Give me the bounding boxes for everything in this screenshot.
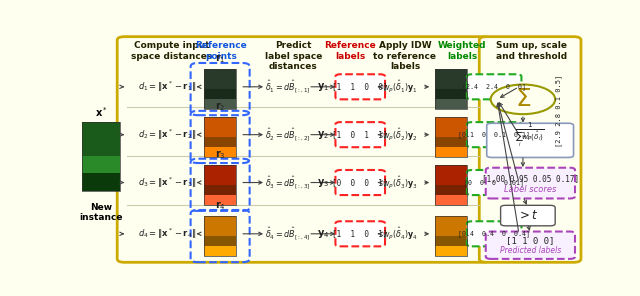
- Bar: [204, 165, 236, 205]
- FancyBboxPatch shape: [479, 37, 581, 262]
- Bar: [204, 69, 236, 109]
- Bar: [83, 156, 120, 173]
- Text: $\hat{\delta}_4 = d\hat{B}_{[:,4]}$: $\hat{\delta}_4 = d\hat{B}_{[:,4]}$: [266, 226, 311, 242]
- FancyBboxPatch shape: [335, 170, 385, 195]
- Text: [1 1 0 0]: [1 1 0 0]: [506, 237, 554, 246]
- Text: [2.9 2.8 0.1 0.5]: [2.9 2.8 0.1 0.5]: [556, 75, 562, 147]
- Text: Reference
labels: Reference labels: [324, 41, 376, 61]
- Bar: [435, 165, 467, 185]
- Text: [1  1  0  1]: [1 1 0 1]: [333, 229, 388, 238]
- Bar: [204, 216, 236, 236]
- Text: New
instance: New instance: [79, 203, 123, 222]
- Text: Reference
points: Reference points: [195, 41, 247, 61]
- Text: Weighted
labels: Weighted labels: [438, 41, 486, 61]
- Text: $\mathbf{r}_3$: $\mathbf{r}_3$: [215, 148, 225, 161]
- Text: $d_2 = \|\mathbf{x}^* - \mathbf{r}_2\|$: $d_2 = \|\mathbf{x}^* - \mathbf{r}_2\|$: [138, 128, 196, 142]
- FancyBboxPatch shape: [467, 221, 522, 246]
- Bar: [204, 165, 236, 185]
- Text: [1  1  0  0]: [1 1 0 0]: [333, 82, 388, 91]
- Bar: [435, 117, 467, 137]
- FancyBboxPatch shape: [467, 122, 522, 147]
- Text: $w_P(\hat{\delta}_1)\mathbf{y}_1$: $w_P(\hat{\delta}_1)\mathbf{y}_1$: [382, 78, 418, 95]
- Text: [0  0  0  1]: [0 0 0 1]: [333, 178, 388, 187]
- Bar: [204, 246, 236, 256]
- Bar: [83, 173, 120, 191]
- Bar: [83, 122, 120, 191]
- Bar: [204, 89, 236, 99]
- Text: $\Sigma$: $\Sigma$: [515, 87, 531, 111]
- Text: $d_4 = \|\mathbf{x}^* - \mathbf{r}_4\|$: $d_4 = \|\mathbf{x}^* - \mathbf{r}_4\|$: [138, 227, 196, 241]
- FancyBboxPatch shape: [467, 74, 522, 99]
- Text: $\mathbf{y}_2$: $\mathbf{y}_2$: [317, 129, 330, 141]
- Bar: [435, 69, 467, 109]
- Text: $\hat{\delta}_3 = d\hat{B}_{[:,3]}$: $\hat{\delta}_3 = d\hat{B}_{[:,3]}$: [266, 174, 311, 191]
- Bar: [204, 99, 236, 109]
- Text: [0.1  0  0.1  0.1]: [0.1 0 0.1 0.1]: [458, 131, 530, 138]
- Text: $\frac{1}{\sum_i w_P(\hat{\delta}_i)}$: $\frac{1}{\sum_i w_P(\hat{\delta}_i)}$: [515, 120, 545, 149]
- FancyBboxPatch shape: [486, 123, 573, 157]
- Bar: [435, 195, 467, 205]
- Bar: [435, 216, 467, 256]
- Text: [1.00 0.95 0.05 0.17]: [1.00 0.95 0.05 0.17]: [482, 174, 579, 183]
- Bar: [435, 165, 467, 205]
- Bar: [204, 69, 236, 89]
- Text: $> t$: $> t$: [517, 209, 539, 222]
- Bar: [435, 246, 467, 256]
- Bar: [435, 216, 467, 236]
- Text: $w_P(\hat{\delta}_2)\mathbf{y}_2$: $w_P(\hat{\delta}_2)\mathbf{y}_2$: [382, 126, 418, 143]
- FancyBboxPatch shape: [486, 231, 575, 259]
- Text: $\hat{\delta}_1 = d\hat{B}_{[:,1]}$: $\hat{\delta}_1 = d\hat{B}_{[:,1]}$: [266, 78, 311, 95]
- Text: Label scores: Label scores: [504, 185, 557, 194]
- Text: $\mathbf{r}_2$: $\mathbf{r}_2$: [215, 100, 225, 113]
- Text: $\hat{\delta}_2 = d\hat{B}_{[:,2]}$: $\hat{\delta}_2 = d\hat{B}_{[:,2]}$: [266, 126, 311, 143]
- Text: Sum up, scale
and threshold: Sum up, scale and threshold: [496, 41, 567, 61]
- Bar: [435, 69, 467, 89]
- Bar: [435, 147, 467, 157]
- Text: $d_1 = \|\mathbf{x}^* - \mathbf{r}_1\|$: $d_1 = \|\mathbf{x}^* - \mathbf{r}_1\|$: [138, 80, 196, 94]
- Text: $\mathbf{y}_4$: $\mathbf{y}_4$: [317, 228, 330, 240]
- Bar: [204, 236, 236, 246]
- FancyBboxPatch shape: [335, 221, 385, 246]
- Bar: [204, 137, 236, 147]
- FancyBboxPatch shape: [500, 205, 555, 226]
- Bar: [435, 236, 467, 246]
- Text: $\mathbf{y}_1$: $\mathbf{y}_1$: [317, 81, 330, 93]
- Bar: [204, 147, 236, 157]
- FancyBboxPatch shape: [467, 170, 522, 195]
- Bar: [435, 89, 467, 99]
- FancyBboxPatch shape: [335, 122, 385, 147]
- Text: $\mathbf{x}^*$: $\mathbf{x}^*$: [95, 105, 108, 119]
- Bar: [435, 117, 467, 157]
- Text: $\mathbf{r}_4$: $\mathbf{r}_4$: [214, 200, 225, 212]
- Text: $w_P(\hat{\delta}_3)\mathbf{y}_3$: $w_P(\hat{\delta}_3)\mathbf{y}_3$: [382, 174, 418, 191]
- Text: [1  0  1  1]: [1 0 1 1]: [333, 130, 388, 139]
- Bar: [204, 195, 236, 205]
- FancyBboxPatch shape: [486, 168, 575, 199]
- Bar: [435, 185, 467, 195]
- FancyBboxPatch shape: [117, 37, 489, 262]
- Bar: [204, 185, 236, 195]
- FancyBboxPatch shape: [335, 74, 385, 99]
- Text: $\mathbf{y}_3$: $\mathbf{y}_3$: [317, 176, 330, 189]
- Text: Apply IDW
to reference
labels: Apply IDW to reference labels: [373, 41, 436, 71]
- Bar: [204, 117, 236, 137]
- Text: $w_P(\hat{\delta}_4)\mathbf{y}_4$: $w_P(\hat{\delta}_4)\mathbf{y}_4$: [382, 226, 418, 242]
- Bar: [83, 122, 120, 156]
- Text: [0  0  0  0.01]: [0 0 0 0.01]: [464, 179, 524, 186]
- Circle shape: [491, 85, 555, 114]
- Text: Compute input
space distances: Compute input space distances: [131, 41, 212, 61]
- Text: [2.4  2.4  0  0]: [2.4 2.4 0 0]: [462, 83, 526, 90]
- Text: $d_3 = \|\mathbf{x}^* - \mathbf{r}_3\|$: $d_3 = \|\mathbf{x}^* - \mathbf{r}_3\|$: [138, 175, 196, 190]
- Text: $\mathbf{r}_1$: $\mathbf{r}_1$: [215, 52, 225, 65]
- Bar: [435, 137, 467, 147]
- Text: Predict
label space
distances: Predict label space distances: [264, 41, 322, 71]
- Bar: [204, 216, 236, 256]
- Bar: [435, 99, 467, 109]
- Bar: [204, 117, 236, 157]
- Text: [0.4  0.4  0  0.4]: [0.4 0.4 0 0.4]: [458, 230, 530, 237]
- Text: Predicted labels: Predicted labels: [500, 246, 561, 255]
